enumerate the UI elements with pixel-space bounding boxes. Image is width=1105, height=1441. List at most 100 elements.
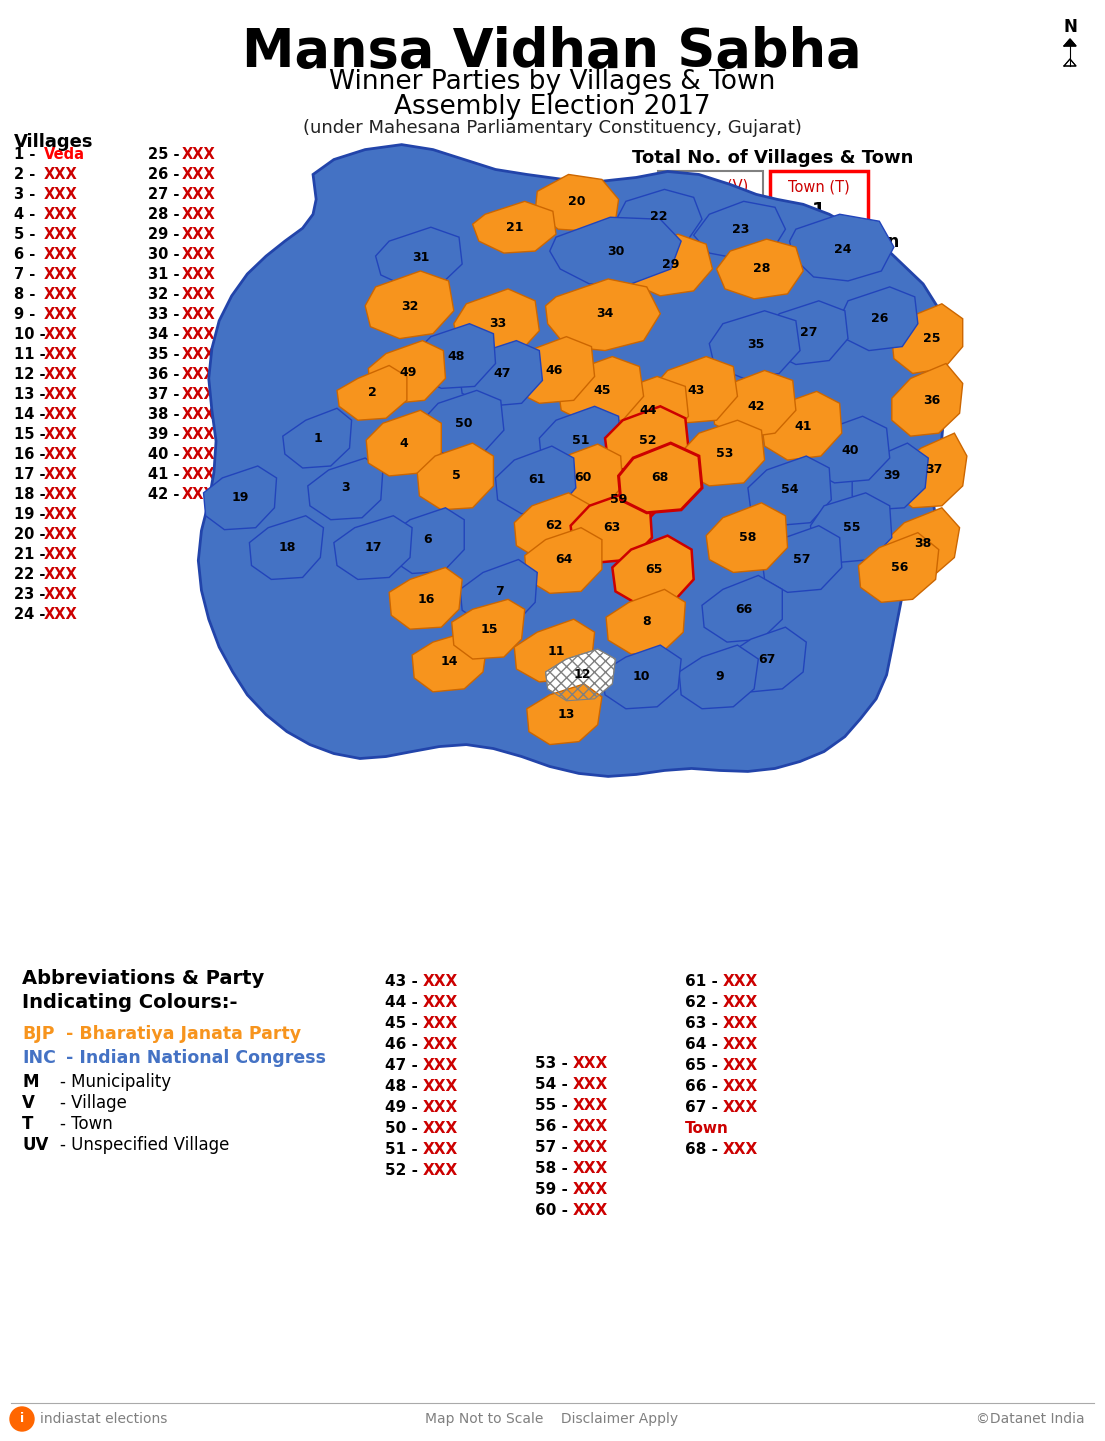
Text: XXX: XXX	[573, 1120, 608, 1134]
Polygon shape	[1064, 39, 1076, 46]
Text: 59: 59	[610, 493, 628, 506]
Text: XXX: XXX	[182, 467, 215, 481]
Text: XXX: XXX	[44, 287, 77, 303]
Text: 25 -: 25 -	[148, 147, 179, 161]
Text: 52: 52	[639, 434, 656, 447]
Text: 46: 46	[545, 365, 562, 378]
Text: 35: 35	[748, 339, 765, 352]
Polygon shape	[368, 340, 445, 403]
Text: XXX: XXX	[182, 427, 215, 442]
Polygon shape	[203, 465, 276, 530]
Text: XXX: XXX	[573, 1161, 608, 1176]
Polygon shape	[198, 144, 946, 777]
Text: 10: 10	[633, 670, 650, 683]
Text: 51: 51	[572, 434, 590, 447]
Text: XXX: XXX	[723, 1143, 758, 1157]
Polygon shape	[652, 356, 737, 424]
Polygon shape	[1064, 59, 1076, 66]
Polygon shape	[250, 516, 324, 579]
Text: 52 -: 52 -	[385, 1163, 418, 1177]
Text: 19: 19	[231, 491, 249, 504]
Text: 14: 14	[441, 654, 459, 667]
Text: XXX: XXX	[573, 1182, 608, 1197]
Bar	[657, 171, 762, 220]
Text: 21: 21	[506, 220, 523, 233]
Polygon shape	[512, 337, 594, 403]
Polygon shape	[702, 575, 782, 643]
Text: XXX: XXX	[723, 1016, 758, 1030]
Text: 24 -: 24 -	[14, 607, 45, 623]
Text: 28 -: 28 -	[148, 208, 179, 222]
Text: XXX: XXX	[182, 246, 215, 262]
Text: 15: 15	[481, 623, 498, 635]
Text: 33: 33	[490, 317, 506, 330]
Text: XXX: XXX	[723, 974, 758, 989]
Text: 5: 5	[452, 470, 461, 483]
Text: 60 -: 60 -	[535, 1203, 568, 1218]
Text: XXX: XXX	[44, 427, 77, 442]
Text: 22: 22	[651, 210, 669, 223]
Text: - Municipality: - Municipality	[60, 1074, 171, 1091]
Text: 22 -: 22 -	[14, 566, 45, 582]
Text: XXX: XXX	[44, 447, 77, 463]
Text: 55 -: 55 -	[535, 1098, 568, 1112]
Text: 5 -: 5 -	[14, 228, 35, 242]
Text: (1V): (1V)	[834, 318, 864, 333]
Text: by Winner Parties & Other: by Winner Parties & Other	[650, 254, 896, 271]
Text: 63 -: 63 -	[685, 1016, 718, 1030]
Text: XXX: XXX	[44, 307, 77, 321]
Polygon shape	[459, 340, 543, 406]
Text: 64: 64	[556, 553, 573, 566]
Text: 44 -: 44 -	[385, 994, 418, 1010]
Polygon shape	[727, 627, 807, 692]
Text: 54 -: 54 -	[535, 1076, 568, 1092]
Text: XXX: XXX	[573, 1076, 608, 1092]
Text: 36 -: 36 -	[148, 367, 179, 382]
Polygon shape	[366, 411, 441, 476]
Text: 37 -: 37 -	[148, 388, 179, 402]
Polygon shape	[539, 406, 621, 473]
Text: 28: 28	[753, 262, 770, 275]
Text: XXX: XXX	[44, 228, 77, 242]
Text: 24: 24	[834, 242, 852, 255]
Text: 59 -: 59 -	[535, 1182, 568, 1197]
Text: XXX: XXX	[182, 347, 215, 362]
Text: 61: 61	[528, 474, 546, 487]
Text: 30 -: 30 -	[148, 246, 179, 262]
Text: 48: 48	[448, 350, 464, 363]
Text: Town: Town	[685, 1121, 729, 1136]
Text: 32 -: 32 -	[148, 287, 179, 303]
Text: 67: 67	[697, 200, 724, 220]
Text: 1: 1	[314, 432, 323, 445]
Text: 6: 6	[423, 533, 432, 546]
Polygon shape	[376, 228, 462, 287]
Text: 68 -: 68 -	[685, 1143, 718, 1157]
Polygon shape	[452, 599, 525, 659]
Text: - Bharatiya Janata Party: - Bharatiya Janata Party	[60, 1025, 302, 1043]
Polygon shape	[606, 376, 688, 442]
Text: XXX: XXX	[723, 994, 758, 1010]
Polygon shape	[625, 233, 713, 295]
Polygon shape	[570, 493, 652, 562]
Text: 4: 4	[399, 437, 408, 450]
Text: M: M	[22, 1074, 39, 1091]
Polygon shape	[717, 239, 803, 298]
Text: XXX: XXX	[44, 347, 77, 362]
Polygon shape	[606, 589, 685, 654]
Text: XXX: XXX	[423, 1143, 459, 1157]
Text: 34: 34	[597, 307, 613, 320]
Text: 50 -: 50 -	[385, 1121, 418, 1136]
Polygon shape	[683, 421, 765, 486]
Polygon shape	[892, 304, 962, 373]
Text: 63: 63	[603, 522, 621, 535]
Bar	[741, 293, 822, 313]
Text: XXX: XXX	[182, 367, 215, 382]
Text: 26 -: 26 -	[148, 167, 179, 182]
Text: XXX: XXX	[182, 487, 215, 501]
Text: XXX: XXX	[573, 1098, 608, 1112]
Polygon shape	[894, 434, 967, 507]
Polygon shape	[619, 442, 702, 513]
Text: 43 -: 43 -	[385, 974, 418, 989]
Text: 31: 31	[412, 251, 429, 264]
Text: 2: 2	[368, 386, 377, 399]
